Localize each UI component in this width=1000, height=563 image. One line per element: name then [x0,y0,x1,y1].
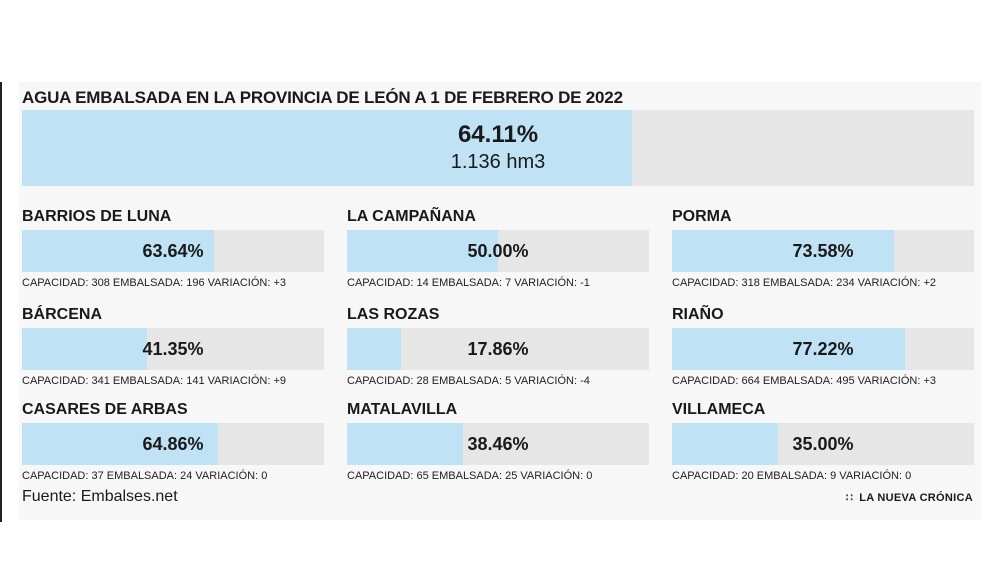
reservoir-stats: CAPACIDAD: 14 EMBALSADA: 7 VARIACIÓN: -1 [347,277,590,289]
reservoir-name: LA CAMPAÑANA [347,208,476,225]
reservoir-name: LAS ROZAS [347,306,440,323]
reservoir-stats: CAPACIDAD: 318 EMBALSADA: 234 VARIACIÓN:… [672,277,936,289]
reservoir-stats: CAPACIDAD: 341 EMBALSADA: 141 VARIACIÓN:… [22,375,286,387]
reservoir-bar-track: 63.64% [22,230,324,272]
reservoir-bar [22,423,218,465]
infographic-title: AGUA EMBALSADA EN LA PROVINCIA DE LEÓN A… [22,88,623,107]
brand-name: LA NUEVA CRÓNICA [859,492,973,504]
source-note: Fuente: Embalses.net [22,488,178,505]
reservoir-bar [347,328,401,370]
reservoir-name: VILLAMECA [672,401,766,418]
reservoir-bar-track: 17.86% [347,328,649,370]
reservoir-percent-label: 38.46% [467,434,529,454]
reservoir-percent-label: 17.86% [467,339,529,359]
reservoir-bar-track: 35.00% [672,423,974,465]
reservoir-percent-label: 41.35% [142,339,204,359]
reservoir-name: CASARES DE ARBAS [22,401,188,418]
reservoir-bar [672,423,778,465]
reservoir-bar [672,328,906,370]
reservoir-bar [347,423,464,465]
reservoir-percent-label: 73.58% [792,241,854,261]
reservoir-bar-track: 38.46% [347,423,649,465]
reservoir-stats: CAPACIDAD: 20 EMBALSADA: 9 VARIACIÓN: 0 [672,470,912,482]
reservoir-bar-track: 41.35% [22,328,324,370]
reservoir-name: BARRIOS DE LUNA [22,208,172,225]
total-volume: 1.136 hm3 [450,151,546,173]
dots-icon: ∷ [845,492,854,504]
reservoir-bar [22,230,215,272]
reservoir-name: RIAÑO [672,306,724,323]
total-bar-fill [22,110,633,186]
reservoir-name: PORMA [672,208,732,225]
left-rule [0,82,2,522]
reservoir-stats: CAPACIDAD: 28 EMBALSADA: 5 VARIACIÓN: -4 [347,375,590,387]
reservoir-bar-track: 73.58% [672,230,974,272]
reservoir-percent-label: 50.00% [467,241,529,261]
reservoir-stats: CAPACIDAD: 65 EMBALSADA: 25 VARIACIÓN: 0 [347,470,593,482]
reservoir-bar-track: 77.22% [672,328,974,370]
reservoir-stats: CAPACIDAD: 308 EMBALSADA: 196 VARIACIÓN:… [22,277,286,289]
reservoir-bar [22,328,147,370]
reservoir-percent-label: 77.22% [792,339,854,359]
total-percent: 64.11% [457,121,539,148]
reservoir-percent-label: 64.86% [142,434,204,454]
reservoir-stats: CAPACIDAD: 37 EMBALSADA: 24 VARIACIÓN: 0 [22,470,268,482]
reservoir-stats: CAPACIDAD: 664 EMBALSADA: 495 VARIACIÓN:… [672,375,936,387]
total-bar-track [22,110,974,186]
reservoir-percent-label: 63.64% [142,241,204,261]
reservoir-bar [347,230,498,272]
reservoir-bar-track: 64.86% [22,423,324,465]
brand-logo: ∷ LA NUEVA CRÓNICA [846,491,973,504]
reservoir-bar [672,230,895,272]
reservoir-percent-label: 35.00% [792,434,854,454]
reservoir-bar-track: 50.00% [347,230,649,272]
reservoir-name: BÁRCENA [22,306,102,323]
reservoir-name: MATALAVILLA [347,401,458,418]
